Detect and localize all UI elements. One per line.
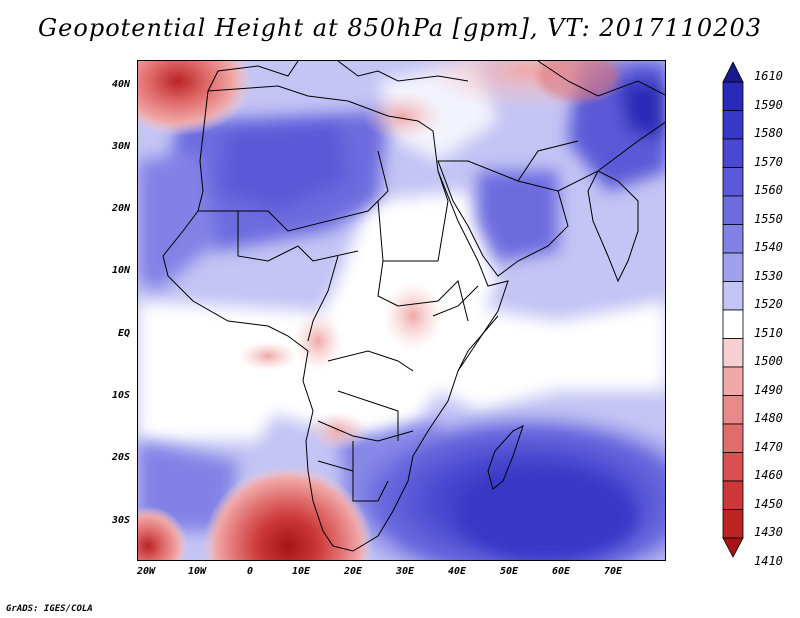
footer-credit: GrADS: IGES/COLA xyxy=(6,604,93,614)
lon-label: 20W xyxy=(136,566,156,577)
colorbar-label: 1460 xyxy=(754,468,783,482)
colorbar-label: 1410 xyxy=(754,553,783,568)
lat-label: 30N xyxy=(111,141,130,152)
colorbar-swatch xyxy=(722,423,744,453)
lat-label: 30S xyxy=(111,515,130,526)
colorbar-swatch xyxy=(722,395,744,425)
colorbar-swatch xyxy=(722,452,744,482)
colorbar-label: 1510 xyxy=(754,325,783,340)
lon-label: 0 xyxy=(246,566,254,577)
colorbar-swatch xyxy=(722,110,744,140)
colorbar-label: 1520 xyxy=(754,297,783,311)
lat-label: 20S xyxy=(111,452,130,463)
colorbar-label: 1570 xyxy=(754,154,783,169)
lat-label: EQ xyxy=(117,328,130,339)
map-field xyxy=(138,61,665,560)
colorbar-top-arrow xyxy=(722,62,744,83)
colorbar-swatch xyxy=(722,167,744,197)
colorbar-label: 1430 xyxy=(754,525,783,539)
colorbar-label: 1490 xyxy=(754,382,783,397)
colorbar-label: 1540 xyxy=(754,240,783,254)
colorbar-label: 1500 xyxy=(754,354,783,368)
lon-label: 50E xyxy=(499,566,519,577)
colorbar-label: 1560 xyxy=(754,183,783,197)
colorbar-label: 1580 xyxy=(754,126,783,140)
colorbar-swatch xyxy=(722,309,744,339)
coastlines xyxy=(162,61,665,552)
colorbar-swatch xyxy=(722,138,744,168)
colorbar-swatch xyxy=(722,224,744,254)
colorbar-label: 1550 xyxy=(754,211,783,226)
lon-label: 70E xyxy=(603,566,623,577)
colorbar-swatch xyxy=(722,81,744,111)
lat-label: 10N xyxy=(111,265,130,276)
lon-label: 30E xyxy=(395,566,415,577)
lat-label: 40N xyxy=(111,79,130,90)
lon-label: 40E xyxy=(447,566,467,577)
lon-label: 60E xyxy=(551,566,571,577)
colorbar-label: 1610 xyxy=(754,69,783,83)
plot-title: Geopotential Height at 850hPa [gpm], VT:… xyxy=(38,14,762,42)
colorbar-label: 1450 xyxy=(754,496,783,511)
colorbar-swatch xyxy=(722,195,744,225)
colorbar-swatch xyxy=(722,509,744,539)
lon-label: 10E xyxy=(291,566,311,577)
colorbar-swatch xyxy=(722,252,744,282)
lat-label: 10S xyxy=(111,390,130,401)
colorbar-label: 1470 xyxy=(754,439,783,454)
map-panel xyxy=(137,60,666,561)
colorbar-bottom-arrow xyxy=(722,537,744,558)
lon-label: 20E xyxy=(343,566,363,577)
colorbar-swatch xyxy=(722,338,744,368)
colorbar-label: 1590 xyxy=(754,97,783,112)
lon-label: 10W xyxy=(187,566,207,577)
lat-label: 20N xyxy=(111,203,130,214)
colorbar-label: 1530 xyxy=(754,268,783,283)
colorbar-swatch xyxy=(722,281,744,311)
colorbar-swatch xyxy=(722,480,744,510)
colorbar xyxy=(722,62,744,558)
colorbar-swatch xyxy=(722,366,744,396)
colorbar-label: 1480 xyxy=(754,411,783,425)
